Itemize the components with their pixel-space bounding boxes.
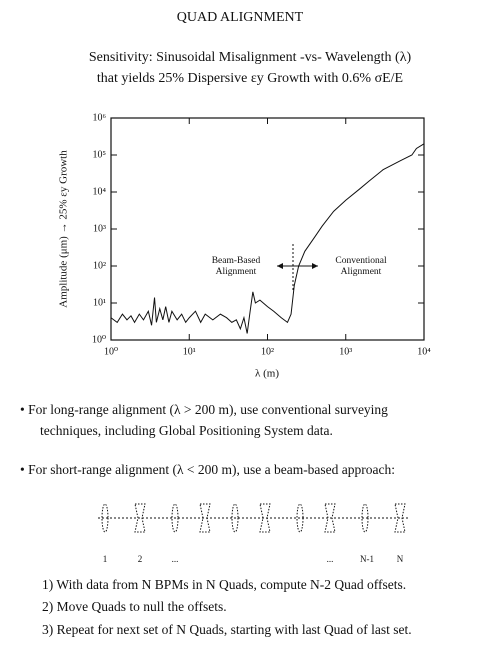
step: 2) Move Quads to null the offsets. bbox=[42, 599, 227, 614]
bullet: • For long-range alignment (λ > 200 m), … bbox=[20, 402, 388, 417]
data-line bbox=[110, 143, 425, 334]
x-axis-label: λ (m) bbox=[255, 368, 279, 380]
bullet: techniques, including Global Positioning… bbox=[40, 423, 333, 438]
lattice-diagram: 1 2 ... ... N-1 N bbox=[98, 503, 410, 564]
annotation: Alignment bbox=[341, 267, 382, 277]
defocusing-quad bbox=[199, 503, 211, 533]
y-tick-label: 10⁶ bbox=[93, 112, 107, 123]
subtitle: Sensitivity: Sinusoidal Misalignment -vs… bbox=[89, 50, 412, 65]
bullet: • For short-range alignment (λ < 200 m),… bbox=[20, 462, 395, 477]
title: QUAD ALIGNMENT bbox=[177, 10, 304, 25]
y-tick-label: 10⁴ bbox=[93, 186, 107, 197]
lattice-label: ... bbox=[172, 554, 179, 564]
lattice-labels: 1 2 ... ... N-1 N bbox=[103, 554, 404, 564]
y-axis-label: Amplitude (μm) → 25% εy Growth bbox=[58, 150, 70, 308]
x-tick-label: 10⁴ bbox=[417, 346, 431, 357]
focusing-quad bbox=[361, 503, 369, 533]
x-tick-label: 10¹ bbox=[183, 346, 196, 357]
step: 1) With data from N BPMs in N Quads, com… bbox=[42, 577, 406, 592]
x-tick-label: 10² bbox=[261, 346, 274, 357]
y-tick-label: 10² bbox=[93, 260, 106, 271]
lattice-label: 1 bbox=[103, 554, 108, 564]
y-tick-label: 10⁵ bbox=[93, 149, 107, 160]
y-tick-label: 10³ bbox=[93, 223, 106, 234]
focusing-quad bbox=[231, 503, 239, 533]
chart: λ (m) Amplitude (μm) → 25% εy Growth 10⁰… bbox=[58, 112, 432, 379]
y-tick-label: 10⁰ bbox=[92, 334, 106, 345]
focusing-quad bbox=[171, 503, 179, 533]
focusing-quad bbox=[101, 503, 109, 533]
lattice-label: N-1 bbox=[360, 554, 374, 564]
focusing-quad bbox=[296, 503, 304, 533]
defocusing-quad bbox=[259, 503, 271, 533]
defocusing-quad bbox=[134, 503, 146, 533]
x-tick-label: 10³ bbox=[339, 346, 352, 357]
annotation: Beam-Based bbox=[212, 256, 261, 266]
y-tick-label: 10¹ bbox=[93, 297, 106, 308]
annotation: Conventional bbox=[335, 256, 387, 266]
body: • For long-range alignment (λ > 200 m), … bbox=[20, 402, 412, 637]
defocusing-quad bbox=[324, 503, 336, 533]
step: 3) Repeat for next set of N Quads, start… bbox=[42, 622, 412, 637]
quads bbox=[101, 503, 406, 533]
subtitle: that yields 25% Dispersive εy Growth wit… bbox=[97, 71, 403, 86]
lattice-label: ... bbox=[327, 554, 334, 564]
lattice-label: 2 bbox=[138, 554, 143, 564]
lattice-label: N bbox=[397, 554, 404, 564]
x-tick-label: 10⁰ bbox=[104, 346, 118, 357]
annotation: Alignment bbox=[216, 267, 257, 277]
defocusing-quad bbox=[394, 503, 406, 533]
